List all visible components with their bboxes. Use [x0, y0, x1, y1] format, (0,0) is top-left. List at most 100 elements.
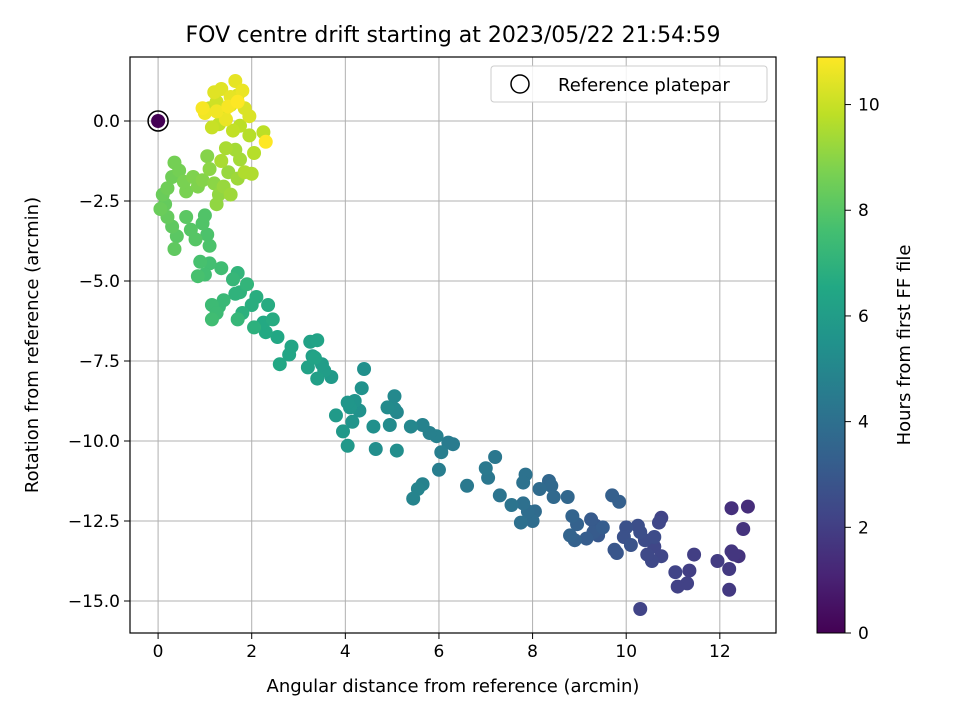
data-point: [504, 498, 519, 512]
data-point: [228, 74, 243, 88]
data-point: [200, 149, 215, 164]
data-point: [740, 499, 755, 514]
data-point: [431, 462, 446, 477]
data-point: [242, 128, 257, 143]
data-point: [345, 414, 360, 429]
data-point: [722, 582, 737, 597]
data-point: [228, 286, 243, 301]
data-point: [214, 82, 229, 96]
x-tick-label: 2: [246, 642, 257, 662]
data-point: [209, 104, 224, 119]
data-point: [225, 272, 240, 287]
data-point: [565, 509, 580, 524]
data-point: [244, 166, 259, 181]
data-point: [247, 320, 262, 335]
data-points: [153, 74, 755, 616]
data-point: [516, 496, 531, 511]
data-point: [310, 371, 325, 386]
data-point: [670, 579, 685, 594]
x-tick-label: 4: [340, 642, 351, 662]
data-point: [340, 438, 355, 453]
chart-title: FOV centre drift starting at 2023/05/22 …: [186, 23, 721, 48]
grid-lines: [130, 57, 776, 633]
colorbar: 0 2 4 6 8 10 Hours from first FF file: [816, 56, 915, 644]
data-point: [668, 565, 683, 580]
x-axis-ticks: 0 2 4 6 8 10 12: [153, 633, 731, 662]
data-point: [235, 83, 250, 98]
x-tick-label: 12: [709, 642, 731, 662]
y-tick-label: −12.5: [68, 512, 120, 532]
data-point: [270, 330, 285, 344]
data-point: [167, 242, 182, 256]
data-point: [230, 312, 245, 327]
data-point: [544, 478, 559, 493]
data-point: [609, 546, 624, 560]
data-point: [513, 515, 528, 530]
data-point: [223, 187, 238, 202]
data-point: [722, 562, 737, 576]
data-point: [272, 357, 287, 372]
x-tick-label: 10: [615, 642, 637, 662]
plot-frame: [129, 56, 777, 634]
reference-point-ring: [147, 110, 169, 132]
data-point: [242, 109, 257, 124]
data-point: [584, 512, 599, 527]
colorbar-tick-label: 2: [858, 518, 869, 538]
data-point: [633, 602, 648, 616]
colorbar-tick-label: 8: [858, 201, 869, 221]
data-point: [415, 418, 430, 432]
data-point: [726, 547, 741, 562]
data-point: [382, 418, 397, 432]
reference-point: [147, 110, 169, 132]
data-point: [197, 208, 212, 223]
data-point: [179, 210, 194, 224]
data-point: [563, 528, 578, 543]
data-point: [516, 475, 531, 490]
data-point: [460, 478, 475, 493]
y-axis-label: Rotation from reference (arcmin): [22, 197, 43, 493]
legend-box: [490, 65, 768, 103]
data-point: [647, 530, 662, 544]
data-point: [218, 141, 233, 156]
data-point: [244, 298, 259, 312]
data-point: [630, 518, 645, 533]
data-point: [612, 494, 627, 509]
data-point: [218, 112, 233, 127]
data-point: [651, 515, 666, 530]
data-point: [406, 491, 421, 506]
data-point: [366, 419, 381, 434]
data-point: [300, 360, 315, 375]
data-point: [623, 538, 638, 552]
data-point: [387, 389, 402, 404]
data-point: [282, 347, 297, 362]
data-point: [724, 501, 739, 516]
data-point: [160, 181, 175, 196]
colorbar-tick-label: 6: [858, 307, 869, 327]
data-point: [403, 419, 418, 434]
data-point: [441, 435, 456, 450]
data-point: [389, 443, 404, 458]
data-point: [214, 154, 229, 168]
legend-label: Reference platepar: [558, 75, 730, 96]
data-point: [492, 488, 507, 503]
reference-point-dot: [151, 114, 166, 128]
y-tick-label: −5.0: [79, 272, 120, 292]
data-point: [240, 277, 255, 292]
y-tick-label: −10.0: [68, 432, 120, 452]
legend-marker: [510, 74, 530, 94]
data-point: [247, 146, 262, 160]
data-point: [357, 362, 372, 376]
data-point: [310, 333, 325, 348]
data-point: [488, 450, 503, 464]
data-point: [354, 381, 369, 396]
data-point: [380, 400, 395, 415]
data-point: [434, 445, 449, 460]
data-point: [190, 269, 205, 284]
data-point: [710, 554, 725, 568]
data-point: [204, 120, 219, 135]
data-point: [200, 227, 215, 242]
y-tick-label: −7.5: [79, 352, 120, 372]
legend: Reference platepar: [490, 65, 768, 103]
colorbar-tick-label: 10: [858, 96, 880, 116]
data-point: [640, 547, 655, 562]
